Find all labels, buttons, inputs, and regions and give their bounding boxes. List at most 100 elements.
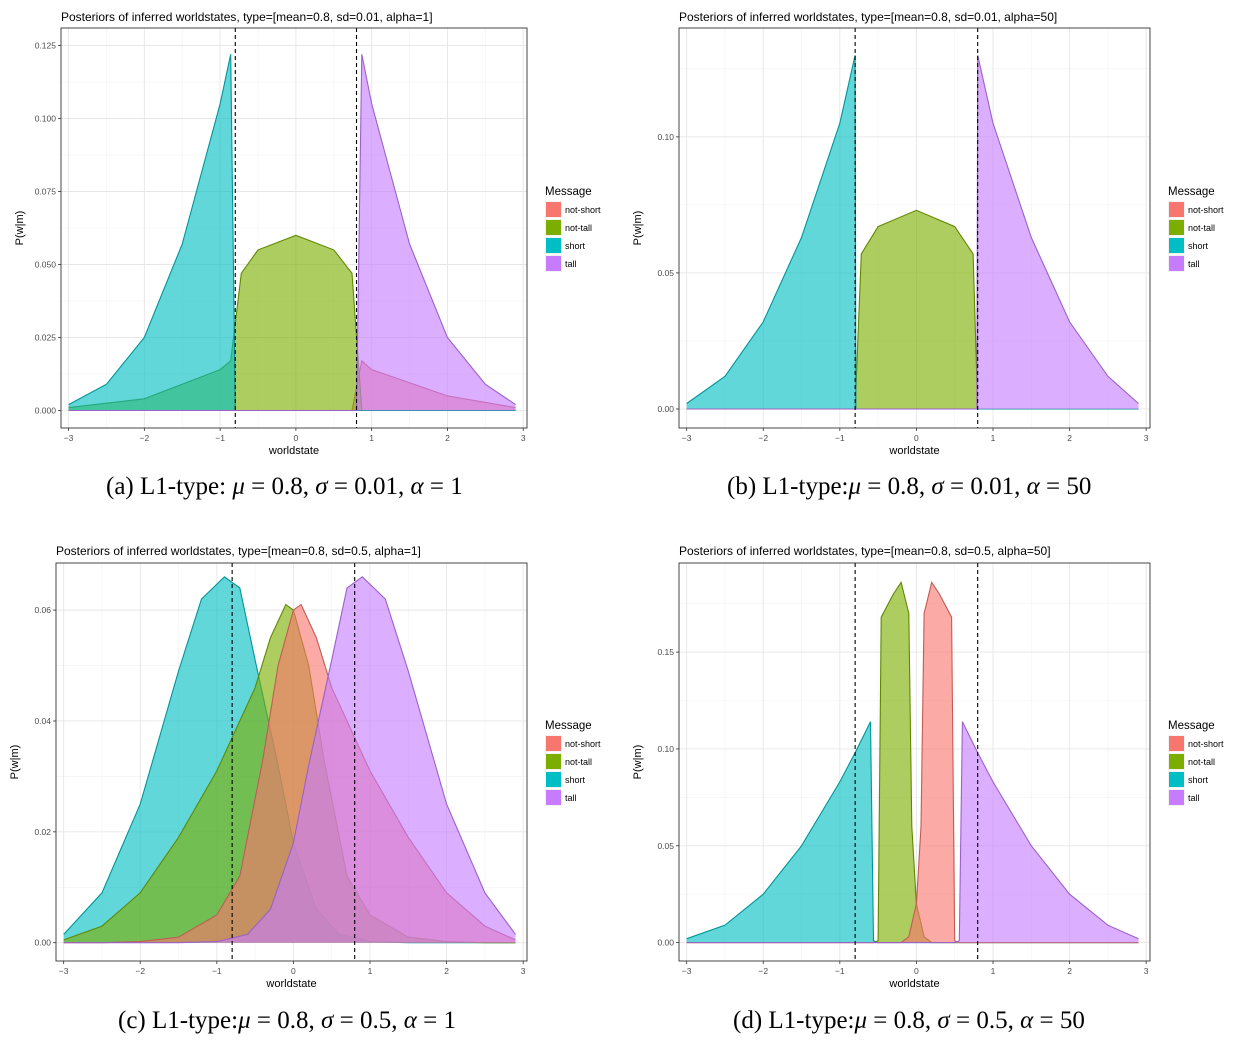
x-tick-label: 2 (1067, 433, 1072, 443)
y-tick-label: 0.00 (34, 938, 51, 948)
caption-sigma: 0.01 (354, 473, 398, 500)
caption-alpha: 50 (1066, 473, 1092, 500)
caption-alpha: 1 (443, 1007, 456, 1034)
legend-label: tall (1188, 793, 1200, 803)
y-tick-label: 0.10 (657, 132, 674, 142)
area-not-tall (686, 210, 1139, 409)
plot-border (60, 27, 528, 429)
caption-prefix: (a) L1-type: (106, 473, 233, 500)
area-short (68, 54, 516, 411)
legend-swatch-short (1169, 238, 1184, 253)
y-tick-label: 0.025 (35, 332, 57, 342)
area-short (686, 55, 1139, 409)
area-tall (63, 576, 516, 943)
line-tall (686, 721, 1139, 944)
x-tick-label: −2 (758, 433, 768, 443)
caption-prefix: (d) L1-type: (733, 1007, 855, 1034)
legend-label: short (1188, 775, 1209, 785)
area-tall (686, 721, 1139, 943)
y-tick-label: 0.05 (657, 268, 674, 278)
x-tick-label: 0 (914, 433, 919, 443)
x-tick-label: −1 (212, 966, 222, 976)
x-tick-label: −3 (682, 433, 692, 443)
legend-swatch-short (1169, 772, 1184, 787)
x-tick-label: 2 (445, 433, 450, 443)
legend-swatch-not-tall (546, 754, 561, 769)
caption-mu: 0.8 (887, 473, 919, 500)
legend: Message not-short not-tall short tall (1168, 186, 1224, 272)
y-tick-label: 0.00 (657, 938, 674, 948)
caption-prefix: (b) L1-type: (727, 473, 849, 500)
legend-swatch-not-tall (1169, 754, 1184, 769)
legend: Message not-short not-tall short tall (545, 720, 601, 806)
x-tick-label: −1 (215, 433, 225, 443)
legend-label: not-tall (1188, 223, 1215, 233)
legend-label: short (565, 241, 586, 251)
line-not-short (686, 581, 1139, 944)
area-tall (686, 55, 1139, 409)
legend-label: short (565, 775, 586, 785)
legend: Message not-short not-tall short tall (1168, 720, 1224, 806)
caption-prefix: (c) L1-type: (118, 1007, 239, 1034)
y-tick-label: 0.00 (657, 404, 674, 414)
legend-swatch-short (546, 238, 561, 253)
y-tick-label: 0.100 (35, 114, 57, 124)
plot-border (678, 27, 1151, 429)
x-tick-label: −1 (835, 433, 845, 443)
caption-mu: 0.8 (277, 1007, 309, 1034)
chart-panel-3: Posteriors of inferred worldstates, type… (632, 544, 1224, 990)
y-axis-label: P(w|m) (632, 211, 644, 246)
x-axis-label: worldstate (265, 978, 316, 990)
caption-alpha: 50 (1059, 1007, 1085, 1034)
x-tick-label: 0 (914, 966, 919, 976)
chart-panel-2: Posteriors of inferred worldstates, type… (9, 544, 601, 990)
x-tick-label: 1 (368, 966, 373, 976)
y-tick-label: 0.04 (34, 716, 51, 726)
legend-swatch-not-short (1169, 202, 1184, 217)
legend-label: not-short (565, 739, 601, 749)
x-tick-label: −1 (835, 966, 845, 976)
legend-label: tall (565, 259, 577, 269)
x-axis-label: worldstate (888, 445, 939, 457)
y-tick-label: 0.10 (657, 744, 674, 754)
y-tick-label: 0.125 (35, 41, 57, 51)
caption-sigma: 0.5 (976, 1007, 1008, 1034)
x-tick-label: 1 (991, 966, 996, 976)
x-tick-label: −3 (59, 966, 69, 976)
x-axis-label: worldstate (268, 445, 319, 457)
caption-c: (c) L1-type:μ = 0.8, σ = 0.5, α = 1 (118, 1007, 456, 1034)
area-not-tall (68, 235, 516, 411)
caption-mu: 0.8 (893, 1007, 925, 1034)
area-not-tall (686, 582, 1139, 943)
x-tick-label: −3 (682, 966, 692, 976)
caption-b: (b) L1-type:μ = 0.8, σ = 0.01, α = 50 (727, 473, 1092, 500)
chart-title: Posteriors of inferred worldstates, type… (61, 10, 433, 24)
caption-sigma: 0.5 (359, 1007, 392, 1034)
line-short (686, 55, 1139, 410)
x-tick-label: 3 (521, 966, 526, 976)
legend-swatch-not-short (1169, 736, 1184, 751)
x-tick-label: 3 (1144, 433, 1149, 443)
line-tall (686, 55, 1139, 410)
x-tick-label: −2 (139, 433, 149, 443)
x-axis-label: worldstate (888, 978, 939, 990)
x-tick-label: 1 (991, 433, 996, 443)
caption-a: (a) L1-type: μ = 0.8, σ = 0.01, α = 1 (106, 473, 463, 500)
legend-label: not-tall (565, 223, 592, 233)
x-tick-label: 0 (291, 966, 296, 976)
legend-label: not-short (565, 205, 601, 215)
line-tall (68, 54, 516, 412)
legend-label: tall (565, 793, 577, 803)
legend-swatch-not-short (546, 736, 561, 751)
chart-title: Posteriors of inferred worldstates, type… (679, 544, 1051, 558)
x-tick-label: 0 (294, 433, 299, 443)
chart-title: Posteriors of inferred worldstates, type… (56, 544, 421, 558)
y-tick-label: 0.050 (35, 259, 57, 269)
caption-sigma: 0.01 (970, 473, 1015, 500)
x-tick-label: −2 (135, 966, 145, 976)
legend-swatch-not-tall (546, 220, 561, 235)
legend-swatch-not-tall (1169, 220, 1184, 235)
legend-label: not-short (1188, 205, 1224, 215)
chart-panel-1: Posteriors of inferred worldstates, type… (632, 10, 1224, 457)
